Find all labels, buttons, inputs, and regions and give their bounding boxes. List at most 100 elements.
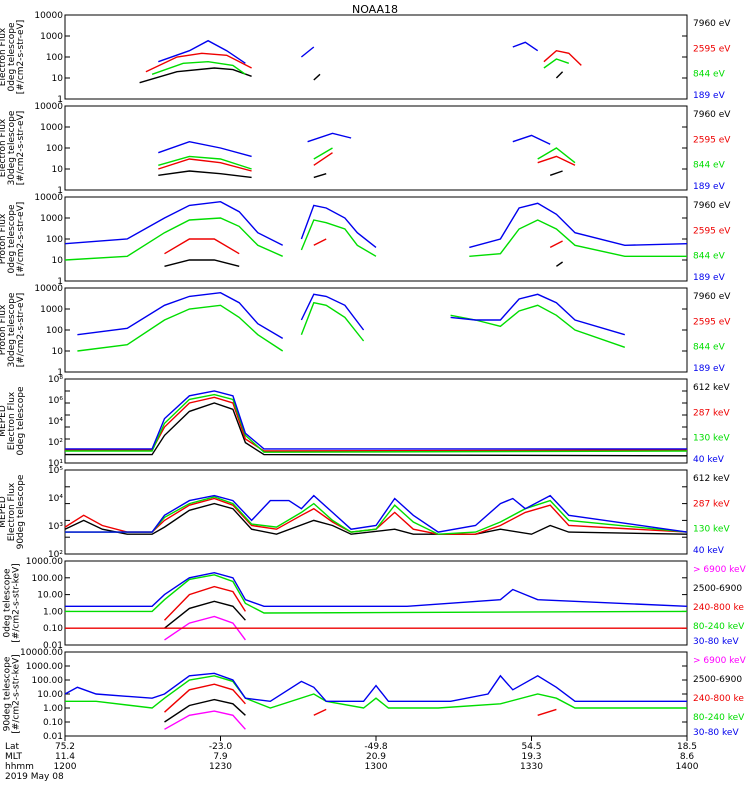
y-axis-label-line: Electron Flux [0, 27, 8, 86]
y-tick-label: 10000 [34, 193, 63, 203]
y-axis-label: Electron Flux0deg telescope[#/cm2-s-str-… [0, 20, 26, 95]
y-tick-label: 100 [46, 326, 63, 336]
series-40-kev-line [65, 494, 688, 533]
y-tick-label: 1000.00 [26, 557, 63, 567]
x-row-label: MLT [5, 752, 23, 762]
y-tick-label: 10 [52, 347, 64, 357]
legend-entry: 40 keV [693, 546, 725, 556]
series-30-80-kev-line [65, 571, 688, 607]
series-40-kev-line [65, 390, 687, 450]
y-tick-label: 1.00 [43, 704, 63, 714]
series-7960-ev-line [313, 73, 321, 81]
series-7960-ev-line [139, 67, 252, 84]
series-189-ev-line [158, 140, 252, 158]
y-axis-label-line: [#/cm2-s-str-eV] [16, 202, 26, 277]
x-row-label: 2019 May 08 [5, 772, 64, 782]
y-tick-label: 100 [46, 53, 63, 63]
y-axis-label-line: MEPED [0, 405, 8, 437]
series-2595-ev-line [158, 158, 252, 172]
y-axis-label: Proton Flux30deg telescope[#/cm2-s-str-e… [0, 292, 26, 367]
x-row-label: hhmm [5, 762, 34, 772]
series-189-ev-line [300, 293, 365, 331]
y-axis-label-line: 0deg telescope [7, 22, 17, 92]
y-tick-label: 1000 [40, 214, 63, 224]
series-7960-ev-line [555, 71, 564, 79]
series-2595-ev-line [543, 49, 582, 66]
series-2595-ev-line [313, 238, 327, 246]
y-axis-label-line: 0deg telescope [3, 568, 13, 638]
legend-entry: 189 eV [693, 182, 726, 192]
series-844-ev-line [64, 217, 283, 261]
series-844-ev-line [469, 219, 687, 257]
series-80-240-kev-line [65, 574, 688, 614]
legend-entry: 844 eV [693, 343, 726, 353]
y-axis-label-line: 30deg telescope [7, 292, 17, 367]
y-tick-label: 1000.00 [26, 662, 63, 672]
series-612-kev-line [65, 402, 688, 457]
y-tick-label: 100 [46, 235, 63, 245]
y-tick-label: 10¹ [48, 459, 63, 469]
y-tick-label: 100 [46, 144, 63, 154]
legend-entry: > 6900 keV [693, 565, 747, 575]
x-lat-value: 18.5 [677, 742, 697, 752]
panel-frame [64, 287, 688, 373]
figure-title: NOAA18 [352, 3, 398, 16]
panel-4: 10000 1000 100 10 1 Proton Flux30deg telescop… [0, 284, 731, 378]
series-2595-ev-line [549, 240, 563, 249]
y-axis-label-line: 0deg telescope [7, 204, 17, 274]
y-tick-label: 10² [48, 438, 63, 448]
series-844-ev-line [300, 301, 365, 342]
y-axis-label-line: [#/cm2-s-str-keV] [12, 563, 22, 642]
series-7960-ev-line [549, 170, 563, 176]
y-axis-label-line: 90deg telescope [16, 474, 26, 549]
series-240-800-kev-line [164, 683, 246, 713]
y-tick-label: 0.01 [43, 732, 63, 742]
y-tick-label: 1 [57, 95, 63, 105]
legend-entry: 130 keV [693, 525, 730, 535]
panel-frame [64, 469, 688, 555]
panel-6: 10⁵ 10⁴ 10³ 10² MEPEDElectron Flux90deg tele… [0, 466, 730, 560]
y-tick-label: 10³ [48, 522, 63, 532]
y-axis-label: 0deg telescope[#/cm2-s-str-keV] [3, 563, 22, 642]
series-189-ev-line [512, 134, 551, 145]
legend-entry: 287 keV [693, 499, 730, 509]
panel-frame [64, 378, 688, 464]
series-844-ev-line [77, 304, 284, 352]
series-844-ev-line [151, 60, 246, 75]
series-844-ev-line [537, 147, 576, 164]
x-mlt-value: 11.4 [55, 752, 75, 762]
x-hhmm-value: 1300 [365, 762, 388, 772]
series-2595-ev-line [145, 52, 252, 73]
y-tick-label: 1000 [40, 32, 63, 42]
legend-entry: 2595 eV [693, 226, 731, 236]
series-2595-ev-line [537, 155, 576, 166]
y-tick-label: 10000 [34, 102, 63, 112]
legend-entry: 2500-6900 [693, 584, 742, 594]
y-tick-label: 10² [48, 550, 63, 560]
y-tick-label: 0.10 [43, 718, 63, 728]
panel-frame [64, 196, 688, 282]
y-axis-label-line: 0deg telescope [16, 386, 26, 456]
y-axis-label: 90deg telescope[#/cm2-s-str-keV] [3, 654, 22, 733]
x-hhmm-value: 1230 [209, 762, 232, 772]
panel-frame [64, 14, 688, 100]
legend-entry: 844 eV [693, 70, 726, 80]
y-axis-label-line: Proton Flux [0, 213, 8, 264]
panel-2: 10000 1000 100 10 1 Electron Flux30deg telesc… [0, 102, 731, 196]
series-7960-ev-line [164, 259, 240, 267]
series-2500-6900-kev-line [164, 600, 246, 629]
x-hhmm-value: 1400 [676, 762, 699, 772]
x-mlt-value: 19.3 [521, 752, 541, 762]
y-tick-label: 10000.00 [20, 648, 63, 658]
legend-entry: 30-80 keV [693, 728, 739, 738]
y-tick-label: 0.01 [43, 641, 63, 651]
y-tick-label: 10000 [34, 11, 63, 21]
panel-1: 10000 1000 100 10 1 Electron Flux0deg telesco… [0, 11, 731, 105]
legend-entry: 240-800 ke [693, 694, 744, 704]
legend-entry: 844 eV [693, 252, 726, 262]
y-axis-label: MEPEDElectron Flux90deg telescope [0, 474, 26, 549]
legend-entry: 189 eV [693, 273, 726, 283]
series-844-ev-line [450, 304, 626, 348]
